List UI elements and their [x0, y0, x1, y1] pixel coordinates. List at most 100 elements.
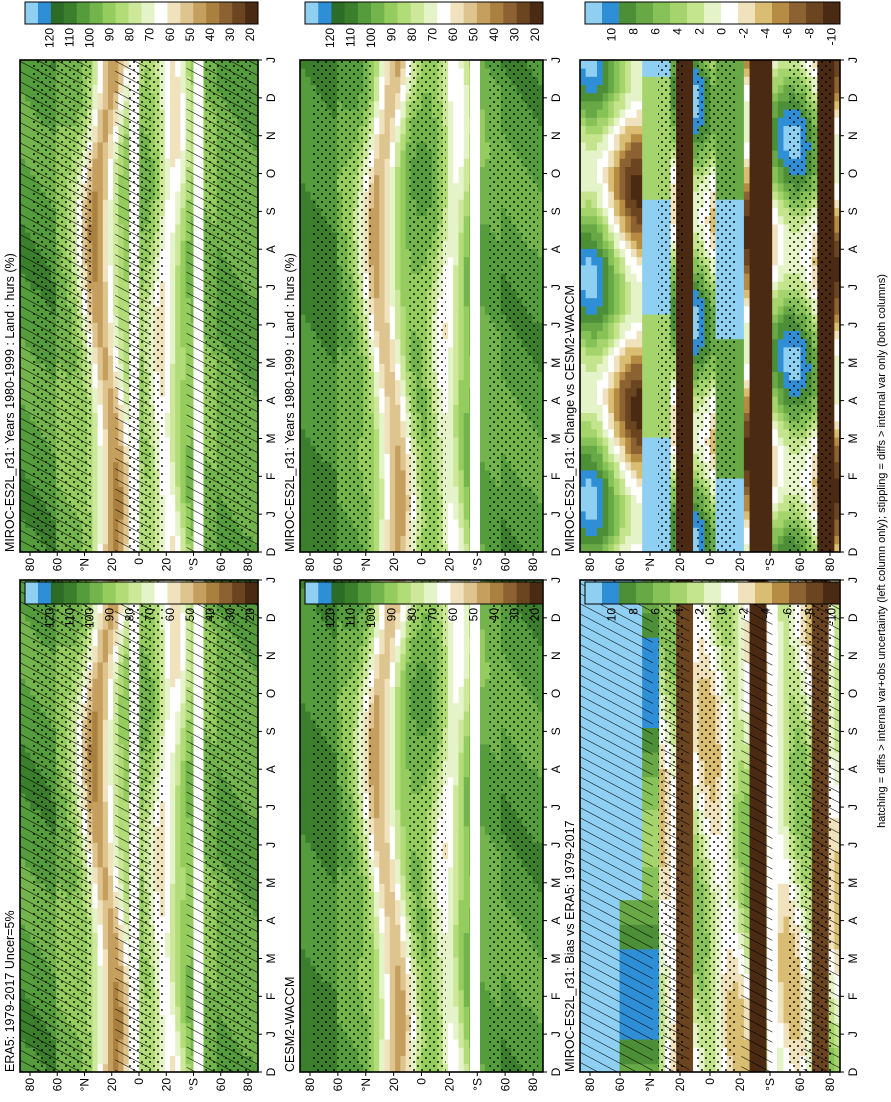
heatmap-cell [373, 265, 380, 274]
heatmap-cell [180, 445, 186, 454]
heatmap-cell [400, 519, 407, 528]
heatmap-cell [164, 248, 171, 258]
heatmap-cell [400, 183, 407, 192]
heatmap-cell [373, 297, 380, 307]
heatmap-cell [384, 84, 391, 94]
heatmap-cell [395, 306, 401, 315]
heatmap-cell [373, 191, 380, 200]
heatmap-cell [379, 60, 385, 69]
heatmap-cell [170, 84, 176, 94]
colorbar-label: 80 [123, 28, 137, 42]
heatmap-cell [170, 371, 176, 381]
heatmap-cell [164, 461, 171, 471]
heatmap-cell [379, 388, 385, 397]
heatmap-cell [405, 470, 412, 479]
heatmap-cell [305, 133, 311, 143]
heatmap-cell [379, 478, 385, 487]
latitude-tick-label: 60 [214, 558, 228, 572]
heatmap-cell [447, 420, 454, 430]
heatmap-cell [97, 166, 104, 176]
heatmap-cell [458, 207, 465, 217]
heatmap-cell [447, 486, 454, 495]
heatmap-cell [447, 330, 454, 340]
heatmap-cell [400, 494, 407, 504]
heatmap-cell [97, 429, 104, 438]
heatmap-cell [373, 224, 380, 233]
heatmap-cell [405, 273, 412, 282]
heatmap-cell [164, 183, 171, 192]
heatmap-cell [400, 470, 407, 479]
heatmap-cell [463, 379, 470, 389]
heatmap-cell [92, 256, 98, 266]
heatmap-cell [373, 109, 380, 118]
heatmap-cell [102, 470, 109, 479]
heatmap-cell [300, 281, 306, 290]
heatmap-cell [463, 101, 470, 110]
heatmap-cell [379, 84, 385, 94]
heatmap-cell [92, 289, 98, 299]
heatmap-cell [479, 297, 486, 307]
heatmap-cell [102, 388, 109, 397]
heatmap-cell [453, 527, 459, 536]
heatmap-cell [400, 84, 407, 94]
heatmap-cell [447, 174, 454, 184]
heatmap-cell [180, 535, 186, 545]
heatmap-cell [384, 429, 391, 438]
heatmap-cell [107, 306, 114, 315]
heatmap-cell [400, 273, 407, 282]
heatmap-cell [102, 133, 109, 143]
heatmap-cell [384, 437, 391, 446]
heatmap-cell [389, 371, 396, 381]
heatmap-cell [170, 502, 176, 512]
heatmap-cell [458, 478, 465, 487]
heatmap-cell [305, 494, 311, 504]
heatmap-cell [479, 273, 486, 282]
heatmap-cell [164, 224, 171, 233]
heatmap-cell [400, 486, 407, 495]
heatmap-cell [389, 363, 396, 372]
heatmap-cell [97, 314, 104, 323]
heatmap-cell [479, 133, 486, 143]
heatmap-cell [458, 256, 465, 266]
heatmap-cell [164, 478, 171, 487]
heatmap-cell [102, 478, 109, 487]
heatmap-cell [180, 133, 186, 143]
heatmap-cell [453, 256, 459, 266]
heatmap-cell [405, 461, 412, 471]
heatmap-cell [373, 347, 380, 356]
heatmap-cell [180, 150, 186, 159]
heatmap-cell [447, 379, 454, 389]
heatmap-cell [164, 117, 171, 126]
heatmap-cell [164, 511, 171, 520]
heatmap-cell [389, 224, 396, 233]
heatmap-cell [107, 92, 114, 102]
heatmap-cell [405, 265, 412, 274]
heatmap-cell [305, 338, 311, 348]
heatmap-cell [305, 150, 311, 159]
heatmap-cell [447, 142, 454, 151]
heatmap-cell [400, 92, 407, 102]
heatmap-cell [400, 68, 407, 77]
heatmap-cell [479, 511, 486, 520]
heatmap-cell [170, 314, 176, 323]
heatmap-cell [305, 281, 311, 290]
heatmap-cell [373, 289, 380, 299]
heatmap-cell [463, 109, 470, 118]
heatmap-cell [107, 511, 114, 520]
heatmap-cell [92, 396, 98, 405]
heatmap-cell [170, 412, 176, 422]
heatmap-cell [305, 486, 311, 495]
heatmap-cell [180, 256, 186, 266]
heatmap-cell [395, 240, 401, 249]
heatmap-cell [97, 68, 104, 77]
heatmap-cell [180, 527, 186, 536]
heatmap-cell [164, 158, 171, 167]
heatmap-cell [164, 76, 171, 85]
heatmap-cell [164, 379, 171, 389]
heatmap-cell [453, 347, 459, 356]
heatmap-cell [389, 338, 396, 348]
colorbar-swatch [180, 2, 194, 24]
heatmap-cell [102, 527, 109, 536]
heatmap-cell [395, 60, 401, 69]
